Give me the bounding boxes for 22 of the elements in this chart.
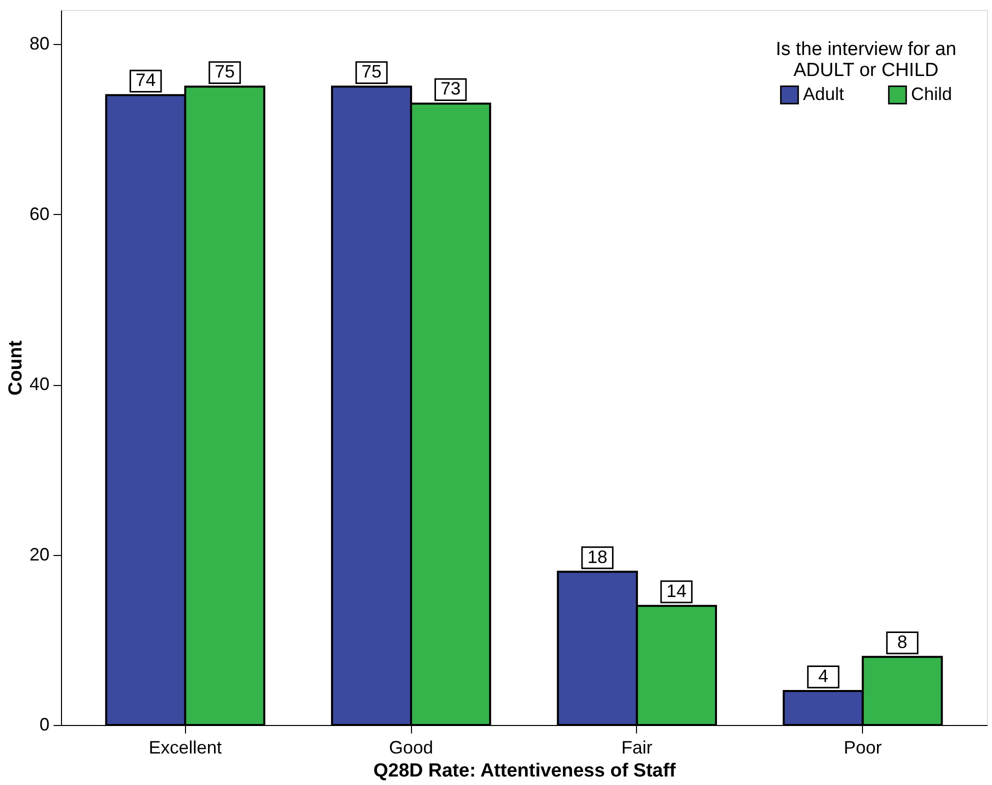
y-tick-label: 60 [29, 204, 50, 224]
data-label: 14 [666, 580, 686, 601]
legend-label: Adult [803, 84, 844, 104]
data-label: 75 [362, 62, 382, 82]
data-label: 4 [818, 666, 828, 686]
legend-label: Child [911, 84, 952, 104]
x-tick-label: Fair [621, 738, 652, 758]
data-label: 18 [587, 546, 608, 567]
x-tick-label: Poor [844, 738, 882, 758]
x-tick-label: Good [389, 738, 434, 758]
data-label: 74 [136, 70, 156, 90]
legend-title: Is the interview for an ADULT or CHILD [776, 39, 956, 81]
data-label: 73 [440, 78, 461, 99]
y-tick-label: 40 [29, 374, 50, 394]
x-axis-title: Q28D Rate: Attentiveness of Staff [373, 760, 676, 782]
y-tick-label: 80 [29, 34, 50, 54]
y-tick-label: 0 [39, 714, 50, 734]
x-tick-label: Excellent [148, 738, 222, 758]
data-label: 75 [214, 62, 235, 82]
y-tick-label: 20 [29, 544, 50, 564]
data-label: 8 [897, 632, 908, 652]
y-axis-title: Count [5, 340, 26, 396]
